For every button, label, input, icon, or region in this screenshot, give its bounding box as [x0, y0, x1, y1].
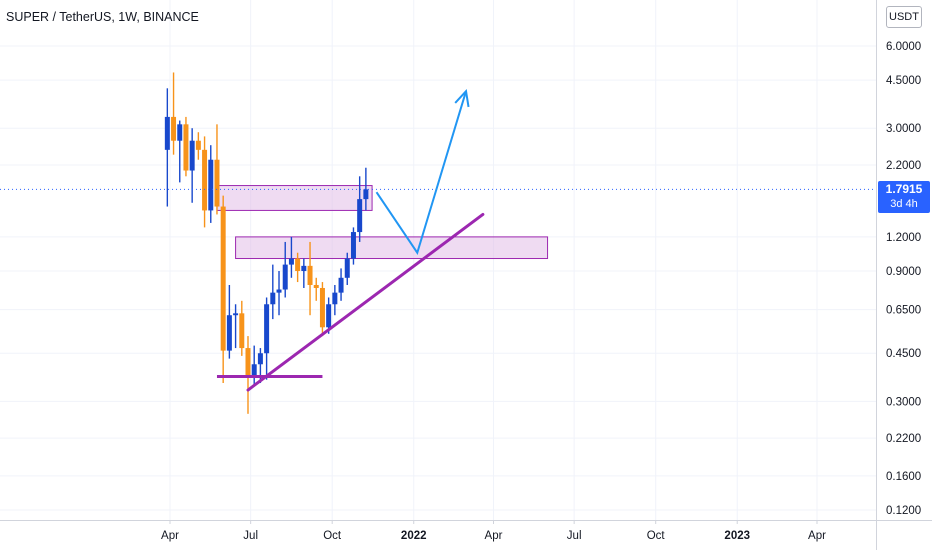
candle-body [257, 353, 263, 365]
current-price-value: 1.7915 [885, 182, 923, 196]
price-tick-label: 0.4500 [886, 348, 921, 360]
annotation-lines [0, 88, 876, 392]
price-tick-label: 0.2200 [886, 433, 921, 445]
projection-path [375, 90, 467, 256]
projection-arrowhead [454, 88, 470, 108]
chart-grid [0, 0, 876, 520]
ascending-trendline [246, 212, 485, 392]
candle-body [363, 189, 369, 200]
candle-body [295, 258, 301, 272]
price-tick-label: 6.0000 [886, 41, 921, 53]
time-tick-label: Oct [647, 530, 666, 542]
candle-body [233, 313, 239, 316]
price-tick-label: 4.5000 [886, 75, 921, 87]
candle-body [350, 232, 356, 259]
candle-body [338, 277, 344, 293]
candle-body [220, 206, 226, 351]
candle-body [344, 258, 350, 278]
candle-body [208, 159, 214, 211]
candle-body [171, 116, 177, 141]
candle-body [164, 116, 170, 150]
price-tick-label: 0.6500 [886, 305, 921, 317]
candle-body [264, 304, 270, 354]
time-tick-label: 2022 [401, 530, 427, 542]
candle-body [313, 284, 319, 288]
time-tick-label: Apr [485, 530, 503, 542]
candle-body [189, 140, 195, 171]
time-tick-label: Apr [808, 530, 826, 542]
resistance-zone [235, 236, 549, 260]
candle-body [239, 313, 245, 349]
chart-title: SUPER / TetherUS, 1W, BINANCE [6, 10, 199, 24]
candle-body [307, 265, 313, 285]
price-tick-label: 0.1200 [886, 505, 921, 517]
candle-body [288, 258, 294, 265]
price-tick-label: 0.3000 [886, 396, 921, 408]
candle-body [282, 264, 288, 290]
candle-body [202, 149, 208, 211]
candle-body [276, 289, 282, 293]
annotation-zones [216, 185, 549, 260]
candle-body [251, 364, 257, 377]
price-tick-label: 1.2000 [886, 232, 921, 244]
time-tick-label: Oct [323, 530, 342, 542]
time-tick-label: Jul [567, 530, 582, 542]
candle-body [326, 304, 332, 328]
candle-body [183, 124, 189, 171]
candle-body [301, 265, 307, 272]
candle-body [214, 159, 220, 207]
price-scale-labels: 6.0000 4.5000 3.0000 2.2000 1.2000 0.9000 0.65… [886, 41, 921, 517]
candlestick-series [164, 72, 369, 414]
candle-body [195, 140, 201, 150]
time-tick-label: Apr [161, 530, 179, 542]
price-tick-label: 3.0000 [886, 123, 921, 135]
candle-body [270, 292, 276, 305]
currency-selector-button[interactable]: USDT [886, 6, 922, 28]
candle-body [319, 287, 325, 328]
time-scale-labels: Apr Jul Oct 2022 Apr Jul Oct 2023 Apr [161, 520, 826, 542]
candle-body [332, 292, 338, 305]
time-tick-label: Jul [243, 530, 258, 542]
candle-body [177, 124, 183, 141]
current-price-label: 1.7915 3d 4h [878, 181, 930, 213]
candle-body [245, 348, 251, 377]
time-tick-label: 2023 [724, 530, 750, 542]
bar-countdown: 3d 4h [890, 198, 918, 210]
price-tick-label: 0.1600 [886, 471, 921, 483]
price-tick-label: 0.9000 [886, 266, 921, 278]
candle-body [226, 315, 232, 351]
price-tick-label: 2.2000 [886, 160, 921, 172]
candle-body [357, 199, 363, 233]
